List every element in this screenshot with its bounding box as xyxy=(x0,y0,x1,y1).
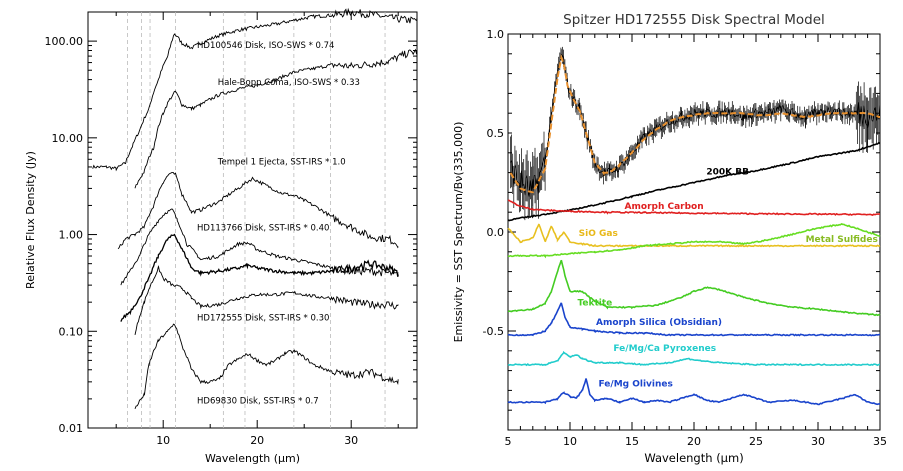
right-series-fe-mg-olivines xyxy=(507,378,881,406)
right-x-tick-label: 35 xyxy=(873,435,887,448)
left-chart: 10 20 30 0.01 0.10 1.00 10.00 100.00 Wavelength … xyxy=(24,7,418,465)
left-plot-frame xyxy=(87,11,418,429)
right-series-label-metal-sulfides: Metal Sulfides xyxy=(806,235,878,245)
right-y-tick-label: 0.0 xyxy=(487,226,505,239)
left-y-tick-label: 10.00 xyxy=(52,132,84,145)
right-series-label-tektite: Tektite xyxy=(577,298,612,308)
right-y-tick-label: 0.5 xyxy=(487,127,505,140)
right-x-tick-label: 20 xyxy=(687,435,701,448)
left-x-tick-label: 20 xyxy=(250,434,264,447)
left-series-line xyxy=(92,7,418,172)
left-series-line xyxy=(134,265,399,335)
right-series-label-sio-gas: SiO Gas xyxy=(579,229,618,239)
left-x-axis-label: Wavelength (µm) xyxy=(205,452,300,465)
right-x-tick-label: 15 xyxy=(625,435,639,448)
right-series-label-amorph-carbon: Amorph Carbon xyxy=(625,202,704,212)
left-x-tick-label: 10 xyxy=(156,434,170,447)
left-series-line xyxy=(120,233,399,322)
right-y-tick-label: -0.5 xyxy=(483,325,504,338)
left-series-label: HD172555 Disk, SST-IRS * 0.30 xyxy=(197,313,329,323)
right-series-sio-gas xyxy=(507,223,881,248)
right-y-axis-label: Emissivity = SST Spectrum/Bν(335,000) xyxy=(452,122,465,343)
left-series-line xyxy=(134,323,399,409)
right-series-label-fe-mg-olivines: Fe/Mg Olivines xyxy=(599,379,673,389)
left-series-label: HD69830 Disk, SST-IRS * 0.7 xyxy=(197,396,319,406)
left-y-tick-label: 0.01 xyxy=(59,422,84,435)
left-y-tick-label: 0.10 xyxy=(59,325,84,338)
left-series-label: Hale-Bopp Coma, ISO-SWS * 0.33 xyxy=(218,78,360,88)
left-series-label: HD100546 Disk, ISO-SWS * 0.74 xyxy=(197,41,334,51)
right-x-tick-label: 10 xyxy=(563,435,577,448)
right-x-tick-label: 25 xyxy=(749,435,763,448)
left-series-label: Tempel 1 Ejecta, SST-IRS * 1.0 xyxy=(217,158,346,168)
left-series-line xyxy=(134,48,418,189)
right-series-label-fe-mg-ca-pyroxenes: Fe/Mg/Ca Pyroxenes xyxy=(613,344,716,354)
right-chart: Spitzer HD172555 Disk Spectral Model 5 10 1… xyxy=(452,12,887,465)
right-series-label-200k-bb: 200K BB xyxy=(706,168,749,178)
left-series-line xyxy=(117,171,399,250)
left-y-tick-label: 100.00 xyxy=(45,35,84,48)
right-x-tick-label: 5 xyxy=(505,435,512,448)
left-series-line xyxy=(120,208,399,286)
right-x-axis-label: Wavelength (µm) xyxy=(644,451,743,465)
left-y-tick-label: 1.00 xyxy=(59,229,84,242)
right-series-model-fit xyxy=(509,54,880,194)
right-y-tick-label: 1.0 xyxy=(487,28,505,41)
right-series-metal-sulfides xyxy=(507,222,881,259)
right-series-label-amorph-silica-obsidian: Amorph Silica (Obsidian) xyxy=(596,318,722,328)
right-chart-title: Spitzer HD172555 Disk Spectral Model xyxy=(563,12,825,28)
right-series-amorph-carbon xyxy=(507,199,880,216)
left-series-label: HD113766 Disk, SST-IRS * 0.40 xyxy=(197,224,329,234)
right-series-fe-mg-ca-pyroxenes xyxy=(507,350,880,367)
right-series-amorph-silica-obsidian xyxy=(507,302,881,337)
left-y-axis-label: Relative Flux Density (Jy) xyxy=(24,151,37,289)
right-series-tektite xyxy=(507,259,881,317)
right-x-tick-label: 30 xyxy=(811,435,825,448)
left-x-tick-label: 30 xyxy=(344,434,358,447)
